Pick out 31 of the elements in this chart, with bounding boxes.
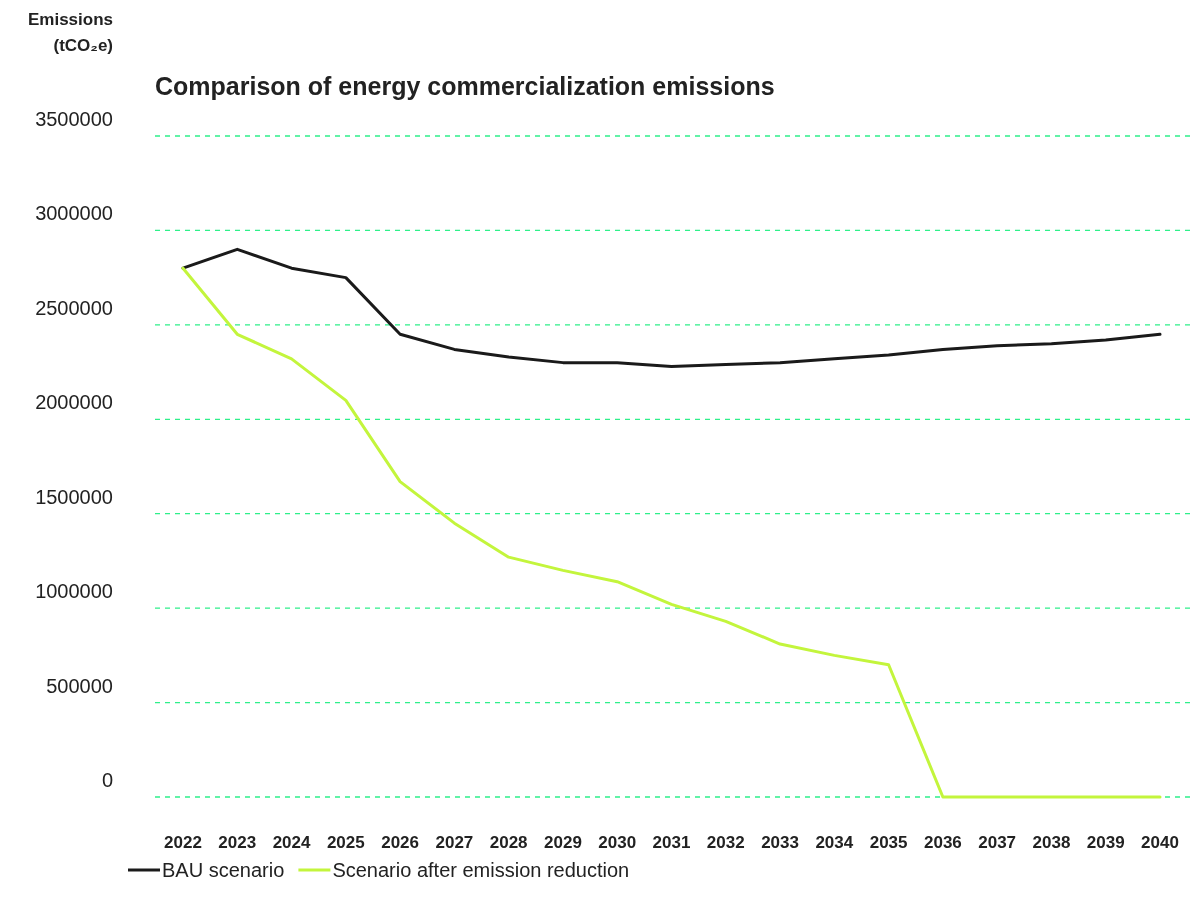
y-tick-label: 2000000 — [35, 391, 113, 414]
y-tick-label: 3500000 — [35, 108, 113, 130]
x-tick-label: 2023 — [218, 833, 257, 852]
x-tick-label: 2028 — [489, 833, 528, 852]
y-tick-label: 3000000 — [35, 202, 113, 225]
y-tick-label: 1500000 — [35, 485, 113, 508]
legend-label: BAU scenario — [162, 859, 285, 881]
y-tick-label: 0 — [101, 769, 113, 791]
x-tick-label: 2036 — [923, 833, 962, 852]
y-axis-title: Emissions (tCO₂e) — [27, 10, 113, 55]
legend-label: Scenario after emission reduction — [332, 859, 630, 881]
y-tick-label: 1000000 — [35, 580, 113, 603]
x-tick-label: 2027 — [435, 833, 474, 852]
y-tick-label: 2500000 — [35, 296, 113, 319]
x-tick-label: 2038 — [1032, 833, 1071, 852]
x-tick-label: 2040 — [1141, 833, 1179, 852]
chart-title: Comparison of energy commercialization emissions — [155, 72, 775, 100]
x-tick-label: 2030 — [598, 833, 637, 852]
x-tick-label: 2025 — [326, 833, 365, 852]
x-tick-label: 2029 — [544, 833, 582, 852]
x-tick-label: 2033 — [761, 833, 799, 852]
x-tick-label: 2037 — [978, 833, 1017, 852]
x-tick-label: 2039 — [1086, 833, 1125, 852]
x-tick-label: 2026 — [381, 833, 420, 852]
x-tick-label: 2035 — [869, 833, 908, 852]
y-tick-label: 500000 — [46, 674, 113, 697]
x-tick-label: 2034 — [815, 833, 854, 852]
x-tick-label: 2032 — [706, 833, 745, 852]
x-tick-label: 2022 — [164, 833, 202, 852]
x-tick-label: 2024 — [272, 833, 312, 852]
x-tick-label: 2031 — [652, 833, 691, 852]
